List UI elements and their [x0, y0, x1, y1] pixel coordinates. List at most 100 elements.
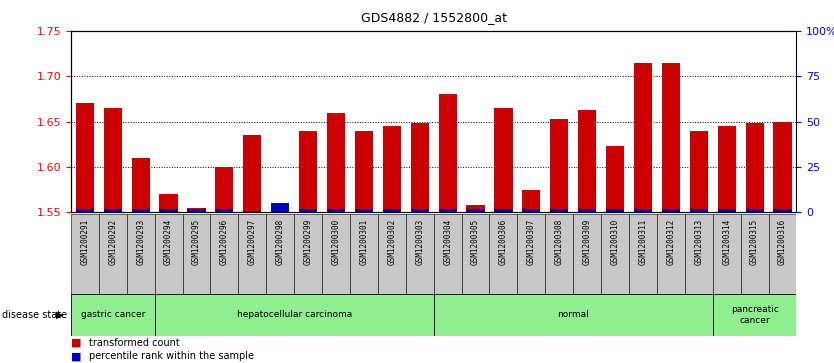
Bar — [662, 62, 680, 212]
Bar — [634, 62, 652, 212]
Text: GSM1200312: GSM1200312 — [666, 218, 676, 265]
Text: GSM1200299: GSM1200299 — [304, 218, 313, 265]
Text: GSM1200308: GSM1200308 — [555, 218, 564, 265]
Bar — [466, 205, 485, 212]
Text: pancreatic
cancer: pancreatic cancer — [731, 305, 779, 325]
Bar — [239, 214, 266, 296]
Text: GSM1200300: GSM1200300 — [331, 218, 340, 265]
Bar — [522, 190, 540, 212]
Text: hepatocellular carcinoma: hepatocellular carcinoma — [237, 310, 352, 319]
Bar — [545, 214, 573, 296]
Bar — [327, 113, 345, 212]
Bar — [271, 203, 289, 212]
Bar — [406, 214, 434, 296]
Bar — [103, 209, 122, 212]
Text: disease state: disease state — [2, 310, 67, 320]
Bar — [495, 108, 513, 212]
Text: normal: normal — [557, 310, 589, 319]
Text: transformed count: transformed count — [89, 338, 180, 348]
Bar — [76, 209, 94, 212]
Bar — [244, 211, 261, 212]
Text: GSM1200304: GSM1200304 — [443, 218, 452, 265]
Text: ■: ■ — [71, 338, 82, 348]
Bar — [466, 209, 485, 212]
Bar — [550, 209, 568, 212]
Bar — [629, 214, 657, 296]
Bar — [327, 209, 345, 212]
Text: GSM1200310: GSM1200310 — [610, 218, 620, 265]
Bar — [188, 208, 205, 212]
Bar — [271, 208, 289, 212]
Bar — [354, 131, 373, 212]
Bar — [746, 209, 764, 212]
Bar — [159, 209, 178, 212]
Text: GSM1200315: GSM1200315 — [750, 218, 759, 265]
Bar — [573, 214, 601, 296]
Bar — [717, 209, 736, 212]
Text: GSM1200294: GSM1200294 — [164, 218, 173, 265]
Bar — [132, 209, 150, 212]
Bar — [210, 214, 239, 296]
Bar — [410, 123, 429, 212]
Bar — [690, 209, 708, 212]
Bar — [159, 194, 178, 212]
Bar — [517, 214, 545, 296]
Bar — [434, 294, 713, 336]
Bar — [76, 103, 94, 212]
Bar — [601, 214, 629, 296]
Text: GSM1200297: GSM1200297 — [248, 218, 257, 265]
Bar — [266, 214, 294, 296]
Bar — [350, 214, 378, 296]
Bar — [746, 123, 764, 212]
Bar — [322, 214, 350, 296]
Text: ▶: ▶ — [56, 310, 63, 320]
Text: GSM1200306: GSM1200306 — [499, 218, 508, 265]
Bar — [773, 122, 791, 212]
Bar — [410, 209, 429, 212]
Bar — [606, 209, 624, 212]
Bar — [188, 209, 205, 212]
Bar — [132, 158, 150, 212]
Bar — [657, 214, 685, 296]
Bar — [690, 131, 708, 212]
Text: GSM1200309: GSM1200309 — [583, 218, 591, 265]
Bar — [773, 209, 791, 212]
Bar — [299, 209, 317, 212]
Bar — [634, 209, 652, 212]
Text: GSM1200295: GSM1200295 — [192, 218, 201, 265]
Bar — [383, 209, 401, 212]
Bar — [383, 126, 401, 212]
Bar — [550, 119, 568, 212]
Bar — [606, 146, 624, 212]
Text: GSM1200311: GSM1200311 — [639, 218, 647, 265]
Bar — [215, 209, 234, 212]
Bar — [244, 135, 261, 212]
Bar — [578, 110, 596, 212]
Bar — [434, 214, 461, 296]
Text: percentile rank within the sample: percentile rank within the sample — [89, 351, 254, 362]
Text: GSM1200307: GSM1200307 — [527, 218, 536, 265]
Text: GSM1200298: GSM1200298 — [276, 218, 284, 265]
Text: GSM1200305: GSM1200305 — [471, 218, 480, 265]
Bar — [154, 294, 434, 336]
Text: GSM1200291: GSM1200291 — [80, 218, 89, 265]
Bar — [490, 214, 517, 296]
Bar — [741, 214, 769, 296]
Bar — [294, 214, 322, 296]
Bar — [685, 214, 713, 296]
Bar — [299, 131, 317, 212]
Bar — [71, 294, 154, 336]
Text: GSM1200292: GSM1200292 — [108, 218, 118, 265]
Bar — [378, 214, 406, 296]
Text: GSM1200313: GSM1200313 — [694, 218, 703, 265]
Bar — [98, 214, 127, 296]
Bar — [183, 214, 210, 296]
Bar — [215, 167, 234, 212]
Bar — [717, 126, 736, 212]
Text: GSM1200302: GSM1200302 — [387, 218, 396, 265]
Bar — [769, 214, 796, 296]
Bar — [461, 214, 490, 296]
Bar — [713, 214, 741, 296]
Text: GSM1200296: GSM1200296 — [220, 218, 229, 265]
Bar — [127, 214, 154, 296]
